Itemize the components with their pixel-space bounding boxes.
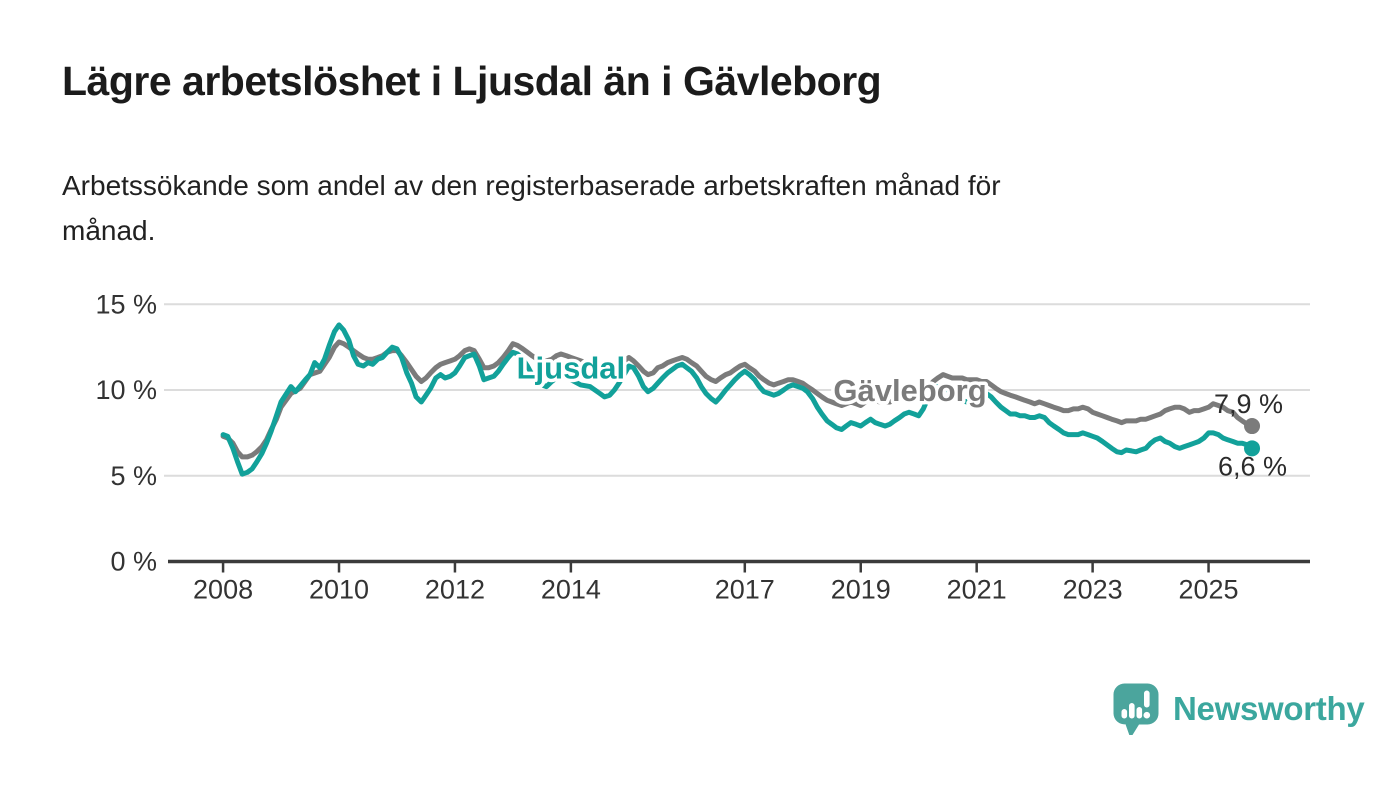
x-tick-label: 2021 bbox=[947, 575, 1007, 605]
x-tick-label: 2014 bbox=[541, 575, 601, 605]
x-tick-label: 2008 bbox=[193, 575, 253, 605]
page-title: Lägre arbetslöshet i Ljusdal än i Gävleb… bbox=[62, 58, 882, 104]
x-tick-label: 2017 bbox=[715, 575, 775, 605]
series-end-dot-gavleborg bbox=[1244, 418, 1261, 435]
x-tick-label: 2019 bbox=[831, 575, 891, 605]
y-tick-label: 10 % bbox=[95, 375, 157, 405]
newsworthy-wordmark: Newsworthy bbox=[1173, 689, 1365, 727]
speech-bubble-bar-chart-exclamation-icon bbox=[1113, 683, 1159, 735]
chart-subtitle: Arbetssökande som andel av den registerb… bbox=[62, 163, 1001, 253]
y-tick-label: 5 % bbox=[110, 461, 157, 491]
newsworthy-logo: Newsworthy bbox=[1112, 682, 1365, 735]
y-tick-label: 15 % bbox=[95, 289, 157, 319]
x-tick-label: 2025 bbox=[1179, 575, 1239, 605]
series-end-value-label-ljusdal: 6,6 % bbox=[1218, 451, 1287, 481]
series-end-dot-ljusdal bbox=[1244, 440, 1261, 457]
chart-subtitle-line-1: Arbetssökande som andel av den registerb… bbox=[62, 170, 1001, 201]
series-inline-label-ljusdal: Ljusdal bbox=[517, 351, 626, 386]
series-line-gavleborg bbox=[220, 339, 1255, 460]
series-inline-label-gavleborg: Gävleborg bbox=[833, 373, 986, 408]
chart-subtitle-line-2: månad. bbox=[62, 215, 156, 246]
x-tick-label: 2010 bbox=[309, 575, 369, 605]
series-line-ljusdal bbox=[220, 322, 1255, 477]
series-end-value-label-gavleborg: 7,9 % bbox=[1214, 389, 1283, 419]
y-tick-label: 0 % bbox=[110, 547, 157, 577]
x-tick-label: 2012 bbox=[425, 575, 485, 605]
x-tick-label: 2023 bbox=[1063, 575, 1123, 605]
